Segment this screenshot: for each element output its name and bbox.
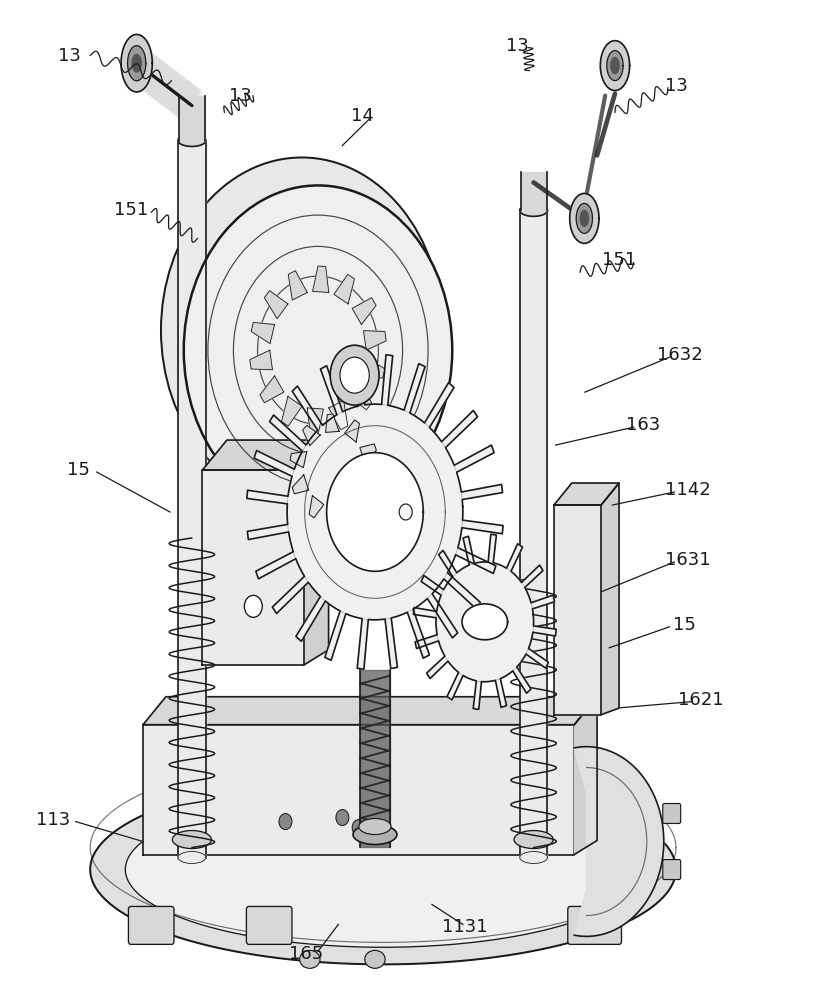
Text: 151: 151 bbox=[114, 201, 148, 219]
Polygon shape bbox=[327, 453, 423, 571]
Polygon shape bbox=[143, 697, 597, 725]
Polygon shape bbox=[520, 852, 548, 863]
Polygon shape bbox=[462, 604, 508, 640]
Polygon shape bbox=[178, 96, 205, 140]
Polygon shape bbox=[328, 400, 348, 430]
Text: 113: 113 bbox=[37, 811, 71, 829]
Ellipse shape bbox=[300, 950, 320, 968]
Polygon shape bbox=[326, 414, 339, 432]
Text: 13: 13 bbox=[664, 77, 687, 95]
Polygon shape bbox=[143, 725, 575, 855]
Polygon shape bbox=[250, 350, 272, 370]
FancyBboxPatch shape bbox=[663, 860, 681, 880]
Polygon shape bbox=[309, 496, 324, 518]
Polygon shape bbox=[178, 140, 205, 858]
FancyBboxPatch shape bbox=[568, 906, 622, 944]
Text: 15: 15 bbox=[672, 616, 695, 634]
Polygon shape bbox=[290, 452, 306, 468]
Polygon shape bbox=[260, 376, 284, 403]
Ellipse shape bbox=[514, 831, 553, 849]
Polygon shape bbox=[570, 193, 599, 243]
Text: 1632: 1632 bbox=[657, 346, 703, 364]
Text: 151: 151 bbox=[602, 251, 637, 269]
Polygon shape bbox=[611, 58, 619, 74]
Polygon shape bbox=[601, 41, 630, 91]
Polygon shape bbox=[264, 291, 288, 319]
Polygon shape bbox=[360, 444, 377, 463]
Ellipse shape bbox=[365, 950, 385, 968]
Polygon shape bbox=[329, 505, 343, 524]
Polygon shape bbox=[575, 747, 663, 936]
Text: 1131: 1131 bbox=[442, 918, 487, 936]
Text: 163: 163 bbox=[626, 416, 661, 434]
Text: 15: 15 bbox=[67, 461, 90, 479]
Text: 1631: 1631 bbox=[665, 551, 711, 569]
Ellipse shape bbox=[172, 831, 211, 849]
Polygon shape bbox=[362, 470, 378, 486]
Polygon shape bbox=[521, 172, 547, 210]
Polygon shape bbox=[363, 331, 386, 350]
Polygon shape bbox=[360, 670, 390, 847]
Circle shape bbox=[279, 814, 292, 830]
Polygon shape bbox=[313, 266, 328, 292]
Polygon shape bbox=[362, 357, 385, 378]
Polygon shape bbox=[307, 408, 324, 434]
Polygon shape bbox=[289, 271, 307, 300]
Polygon shape bbox=[302, 425, 320, 446]
Ellipse shape bbox=[353, 825, 397, 845]
Polygon shape bbox=[132, 54, 141, 72]
Polygon shape bbox=[128, 46, 146, 81]
Polygon shape bbox=[334, 274, 355, 304]
Circle shape bbox=[330, 345, 379, 405]
Polygon shape bbox=[413, 534, 556, 709]
Polygon shape bbox=[178, 852, 205, 863]
Polygon shape bbox=[575, 697, 597, 855]
Text: 1621: 1621 bbox=[677, 691, 723, 709]
Polygon shape bbox=[348, 492, 366, 512]
Polygon shape bbox=[202, 440, 328, 470]
Polygon shape bbox=[601, 483, 619, 715]
Circle shape bbox=[352, 820, 365, 836]
Polygon shape bbox=[554, 505, 601, 715]
Polygon shape bbox=[202, 470, 304, 665]
Polygon shape bbox=[607, 51, 623, 81]
Polygon shape bbox=[304, 440, 328, 665]
Circle shape bbox=[183, 185, 452, 515]
Circle shape bbox=[399, 504, 412, 520]
Polygon shape bbox=[580, 210, 588, 226]
Text: 13: 13 bbox=[229, 87, 252, 105]
Circle shape bbox=[161, 157, 443, 503]
Polygon shape bbox=[345, 420, 359, 442]
Polygon shape bbox=[520, 204, 548, 216]
Polygon shape bbox=[90, 775, 676, 964]
Polygon shape bbox=[576, 203, 593, 233]
Polygon shape bbox=[352, 298, 376, 325]
FancyBboxPatch shape bbox=[246, 906, 292, 944]
Polygon shape bbox=[121, 34, 152, 92]
Circle shape bbox=[340, 357, 369, 393]
FancyBboxPatch shape bbox=[129, 906, 174, 944]
Polygon shape bbox=[281, 397, 302, 426]
Text: 14: 14 bbox=[351, 107, 374, 125]
Text: 165: 165 bbox=[289, 945, 323, 963]
Polygon shape bbox=[520, 210, 548, 858]
Polygon shape bbox=[247, 355, 503, 669]
Text: 13: 13 bbox=[506, 37, 529, 55]
FancyBboxPatch shape bbox=[663, 804, 681, 823]
Text: 13: 13 bbox=[59, 47, 82, 65]
Polygon shape bbox=[251, 322, 275, 344]
Polygon shape bbox=[554, 483, 619, 505]
Circle shape bbox=[336, 810, 349, 826]
Polygon shape bbox=[178, 135, 205, 146]
Polygon shape bbox=[126, 792, 641, 947]
Circle shape bbox=[244, 595, 262, 617]
Polygon shape bbox=[348, 382, 372, 410]
Text: 1142: 1142 bbox=[665, 481, 711, 499]
Ellipse shape bbox=[359, 819, 391, 835]
Polygon shape bbox=[292, 475, 309, 494]
